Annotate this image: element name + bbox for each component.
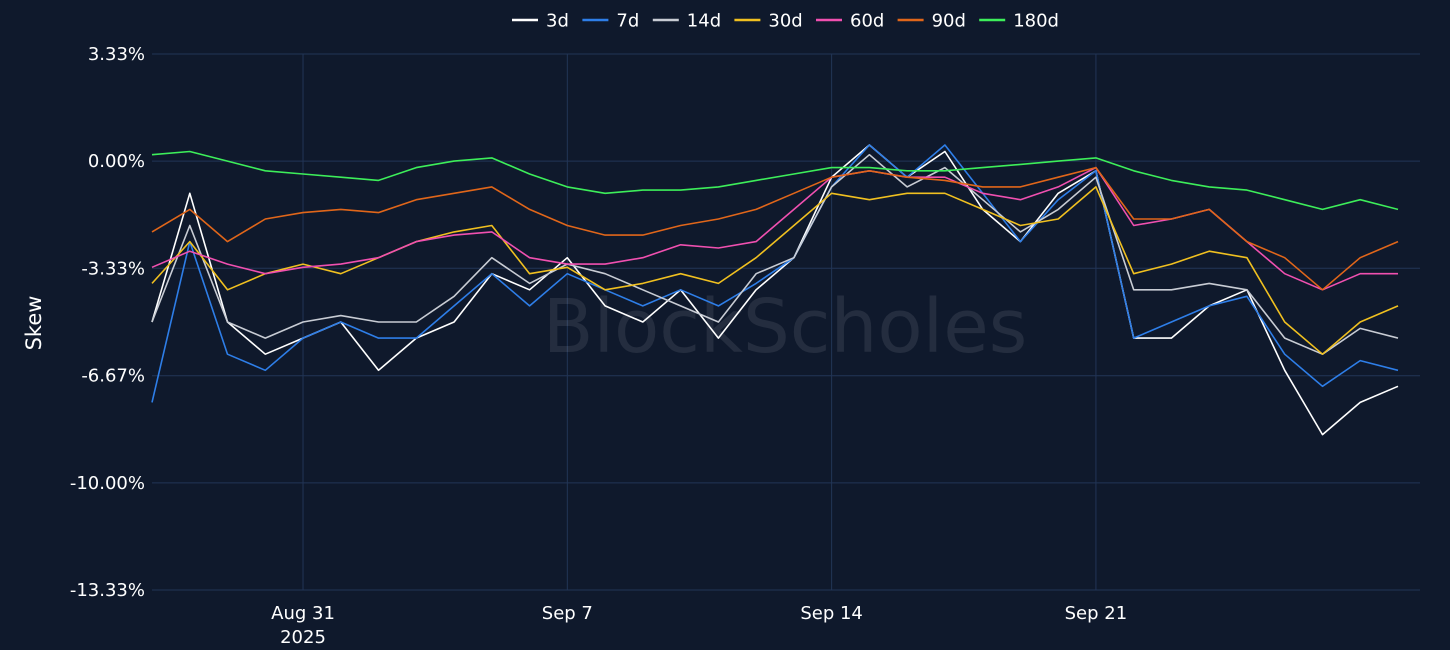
series-line-7d: [151, 144, 1399, 403]
legend-item-180d[interactable]: 180d: [979, 11, 1059, 32]
y-axis-ticks: 3.33% 0.00% -3.33% -6.67% -10.00% -13.33%: [70, 44, 145, 601]
x-tick-label: Sep 14: [800, 603, 863, 624]
y-tick-label: -3.33%: [81, 258, 145, 279]
x-tick-sublabel: 2025: [280, 627, 326, 648]
y-tick-label: 0.00%: [88, 151, 145, 172]
watermark-text: BlockScholes: [543, 284, 1028, 370]
legend-label: 30d: [768, 11, 802, 32]
y-tick-label: -13.33%: [70, 580, 145, 601]
legend-item-14d[interactable]: 14d: [652, 11, 721, 32]
y-axis-title: Skew: [22, 296, 46, 351]
series-line-3d: [151, 144, 1399, 436]
series-lines: [151, 144, 1399, 436]
legend-label: 14d: [687, 11, 721, 32]
legend-item-3d[interactable]: 3d: [512, 11, 569, 32]
legend-item-90d[interactable]: 90d: [897, 11, 966, 32]
y-tick-label: 3.33%: [88, 44, 145, 65]
series-line-30d: [151, 186, 1399, 356]
legend-label: 7d: [616, 11, 639, 32]
legend-item-7d[interactable]: 7d: [582, 11, 639, 32]
x-tick-label: Aug 31: [271, 603, 335, 624]
series-line-180d: [151, 150, 1399, 211]
x-tick-label: Sep 7: [542, 603, 593, 624]
legend-label: 3d: [546, 11, 569, 32]
grid: [152, 53, 1420, 591]
legend-item-30d[interactable]: 30d: [734, 11, 803, 32]
y-tick-label: -6.67%: [81, 366, 145, 387]
series-line-14d: [151, 153, 1399, 356]
legend-item-60d[interactable]: 60d: [816, 11, 884, 32]
x-axis-ticks: Aug 31 2025 Sep 7 Sep 14 Sep 21: [271, 603, 1127, 648]
legend: 3d 7d 14d 30d 60d 90d 180d: [512, 11, 1059, 32]
series-line-90d: [151, 166, 1399, 291]
legend-label: 60d: [850, 11, 884, 32]
x-tick-label: Sep 21: [1065, 603, 1128, 624]
legend-label: 180d: [1013, 11, 1059, 32]
y-tick-label: -10.00%: [70, 473, 145, 494]
legend-label: 90d: [932, 11, 966, 32]
